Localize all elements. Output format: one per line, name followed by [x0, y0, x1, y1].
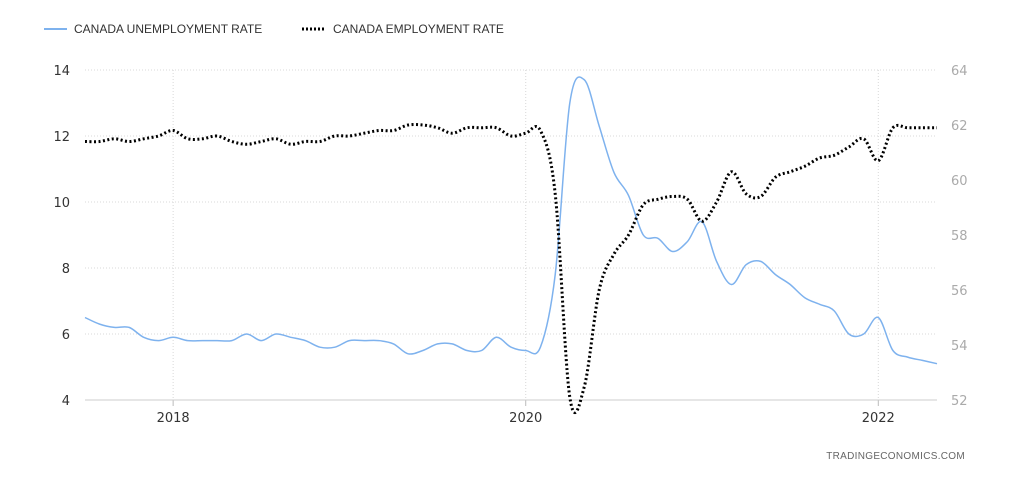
y-right-tick-label: 60 — [951, 174, 968, 189]
x-axis: 2018 2020 2022 — [85, 399, 937, 426]
y-left-tick-label: 4 — [62, 394, 70, 409]
legend-label-employment: CANADA EMPLOYMENT RATE — [333, 22, 504, 36]
x-tick-label: 2020 — [509, 411, 542, 426]
y-right-tick-label: 58 — [951, 229, 968, 244]
grid — [85, 69, 937, 401]
legend: CANADA UNEMPLOYMENT RATE CANADA EMPLOYME… — [44, 22, 504, 36]
y-left-tick-label: 6 — [62, 328, 70, 343]
x-tick-label: 2022 — [862, 411, 895, 426]
y-right-tick-label: 64 — [951, 64, 968, 79]
series-line-employment — [84, 122, 937, 415]
x-tick-label: 2018 — [157, 411, 190, 426]
y-right-tick-label: 54 — [951, 339, 968, 354]
y-right-tick-label: 56 — [951, 284, 968, 299]
series-layer — [84, 76, 938, 415]
y-right-tick-label: 62 — [951, 119, 968, 134]
legend-label-unemployment: CANADA UNEMPLOYMENT RATE — [74, 22, 262, 36]
series-line-unemployment — [84, 76, 938, 365]
y-left-tick-label: 14 — [53, 64, 70, 79]
y-left-tick-label: 10 — [53, 196, 70, 211]
y-left-tick-label: 12 — [53, 130, 70, 145]
source-label: TRADINGECONOMICS.COM — [826, 451, 965, 462]
y-left-tick-label: 8 — [62, 262, 70, 277]
y-axis-right: 52 54 56 58 60 62 64 — [951, 64, 968, 409]
y-right-tick-label: 52 — [951, 394, 968, 409]
y-axis-left: 4 6 8 10 12 14 — [53, 64, 70, 409]
